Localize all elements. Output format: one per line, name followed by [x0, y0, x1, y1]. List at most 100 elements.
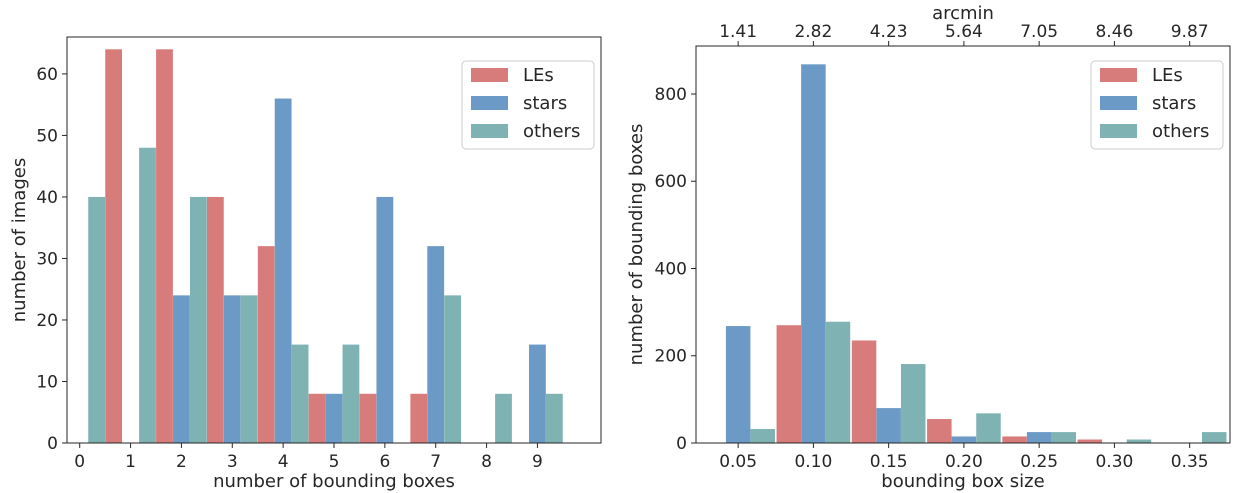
y-tick-label: 400 — [655, 259, 687, 279]
histogram-images-per-box-count: 0 1 2 3 4 5 6 7 8 9 0 10 20 30 40 50 60 number of bound… — [9, 36, 602, 492]
x-tick-label: 0.30 — [1095, 452, 1133, 472]
bar-stars — [951, 436, 977, 443]
bar-les — [359, 393, 377, 443]
x-axis-ticks: 0 1 2 3 4 5 6 7 8 9 — [74, 443, 543, 472]
x-tick-label: 0 — [74, 452, 85, 472]
bars — [88, 49, 563, 444]
x-tick-label: 6 — [379, 452, 390, 472]
y-tick-label: 40 — [36, 188, 58, 208]
y-tick-label: 800 — [655, 85, 687, 105]
x-tick-label: 4 — [278, 452, 289, 472]
y-tick-label: 200 — [655, 347, 687, 367]
top-x-tick-label: 8.46 — [1095, 22, 1133, 42]
y-axis-ticks: 0 10 20 30 40 50 60 — [36, 65, 67, 454]
x-axis-label: bounding box size — [881, 471, 1044, 492]
legend-label-stars: stars — [1152, 93, 1196, 114]
legend-label-stars: stars — [523, 93, 567, 114]
bar-stars — [529, 344, 546, 443]
x-tick-label: 3 — [227, 452, 238, 472]
legend-label-les: LEs — [1152, 65, 1183, 86]
bar-stars — [274, 98, 292, 444]
x-tick-label: 0.35 — [1171, 452, 1209, 472]
bar-les — [927, 419, 952, 443]
bar-stars — [876, 408, 901, 443]
legend-swatch-others — [471, 124, 508, 138]
top-x-tick-label: 1.41 — [719, 22, 757, 42]
x-axis-ticks: 0.05 0.10 0.15 0.20 0.25 0.30 0.35 — [719, 443, 1209, 472]
bar-others — [444, 295, 462, 443]
bar-others — [976, 413, 1001, 443]
legend-swatch-others — [1100, 124, 1137, 138]
bar-others — [139, 147, 156, 444]
y-axis-label: number of images — [9, 158, 30, 323]
y-tick-label: 0 — [47, 434, 58, 454]
y-tick-label: 0 — [676, 434, 687, 454]
y-tick-label: 600 — [655, 172, 687, 192]
bars — [725, 64, 1227, 443]
bar-others — [545, 393, 563, 443]
x-tick-label: 5 — [329, 452, 340, 472]
legend-swatch-les — [1100, 68, 1137, 82]
bar-stars — [725, 326, 751, 443]
x-tick-label: 0.05 — [719, 452, 757, 472]
top-x-axis-ticks: 1.41 2.82 4.23 5.64 7.05 8.46 9.87 — [719, 22, 1209, 46]
x-tick-label: 0.20 — [945, 452, 983, 472]
legend-label-others: others — [1152, 121, 1209, 142]
legend: LEs stars others — [461, 60, 595, 150]
bar-les — [1002, 436, 1027, 443]
bar-les — [308, 393, 326, 443]
bar-others — [342, 344, 360, 443]
x-tick-label: 0.25 — [1020, 452, 1058, 472]
bar-les — [776, 325, 802, 443]
bar-others — [1126, 439, 1152, 443]
bar-les — [105, 49, 123, 444]
bar-others — [1051, 432, 1076, 443]
y-tick-label: 10 — [36, 372, 58, 392]
bar-stars — [223, 295, 241, 443]
bar-les — [1077, 439, 1103, 443]
bar-stars — [1026, 432, 1052, 443]
x-tick-label: 8 — [481, 452, 492, 472]
plot-frame — [695, 45, 1231, 444]
top-x-tick-label: 7.05 — [1020, 22, 1058, 42]
legend-swatch-stars — [471, 96, 508, 110]
bar-others — [900, 364, 926, 443]
y-tick-label: 30 — [36, 249, 58, 269]
y-tick-label: 50 — [36, 126, 58, 146]
bar-stars — [801, 64, 826, 443]
bar-others — [291, 344, 309, 443]
histogram-box-size: 0.05 0.10 0.15 0.20 0.25 0.30 0.35 1.41 2.82 4.2… — [626, 3, 1231, 492]
bar-others — [189, 196, 207, 443]
bar-stars — [427, 246, 445, 443]
y-axis-label: number of bounding boxes — [626, 124, 647, 366]
y-axis-ticks: 0 200 400 600 800 — [655, 85, 696, 454]
bar-stars — [325, 393, 343, 443]
top-x-tick-label: 4.23 — [870, 22, 908, 42]
bar-others — [495, 393, 512, 443]
x-tick-label: 9 — [532, 452, 543, 472]
legend-swatch-stars — [1100, 96, 1137, 110]
top-x-tick-label: 5.64 — [945, 22, 983, 42]
legend-label-others: others — [523, 121, 580, 142]
top-x-tick-label: 2.82 — [794, 22, 832, 42]
bar-others — [825, 321, 851, 443]
x-tick-label: 0.15 — [870, 452, 908, 472]
bar-others — [240, 295, 258, 443]
bar-others — [750, 429, 775, 443]
legend-label-les: LEs — [523, 65, 554, 86]
top-x-axis-label: arcmin — [932, 3, 994, 24]
y-tick-label: 60 — [36, 65, 58, 85]
y-tick-label: 20 — [36, 311, 58, 331]
bar-les — [410, 393, 428, 443]
bar-les — [851, 340, 877, 443]
bar-stars — [173, 295, 190, 443]
x-tick-label: 7 — [430, 452, 441, 472]
x-tick-label: 0.10 — [794, 452, 832, 472]
bar-stars — [376, 196, 394, 443]
bar-les — [206, 196, 224, 443]
bar-others — [88, 196, 106, 443]
legend-swatch-les — [471, 68, 508, 82]
top-x-tick-label: 9.87 — [1171, 22, 1209, 42]
bar-les — [156, 49, 173, 444]
